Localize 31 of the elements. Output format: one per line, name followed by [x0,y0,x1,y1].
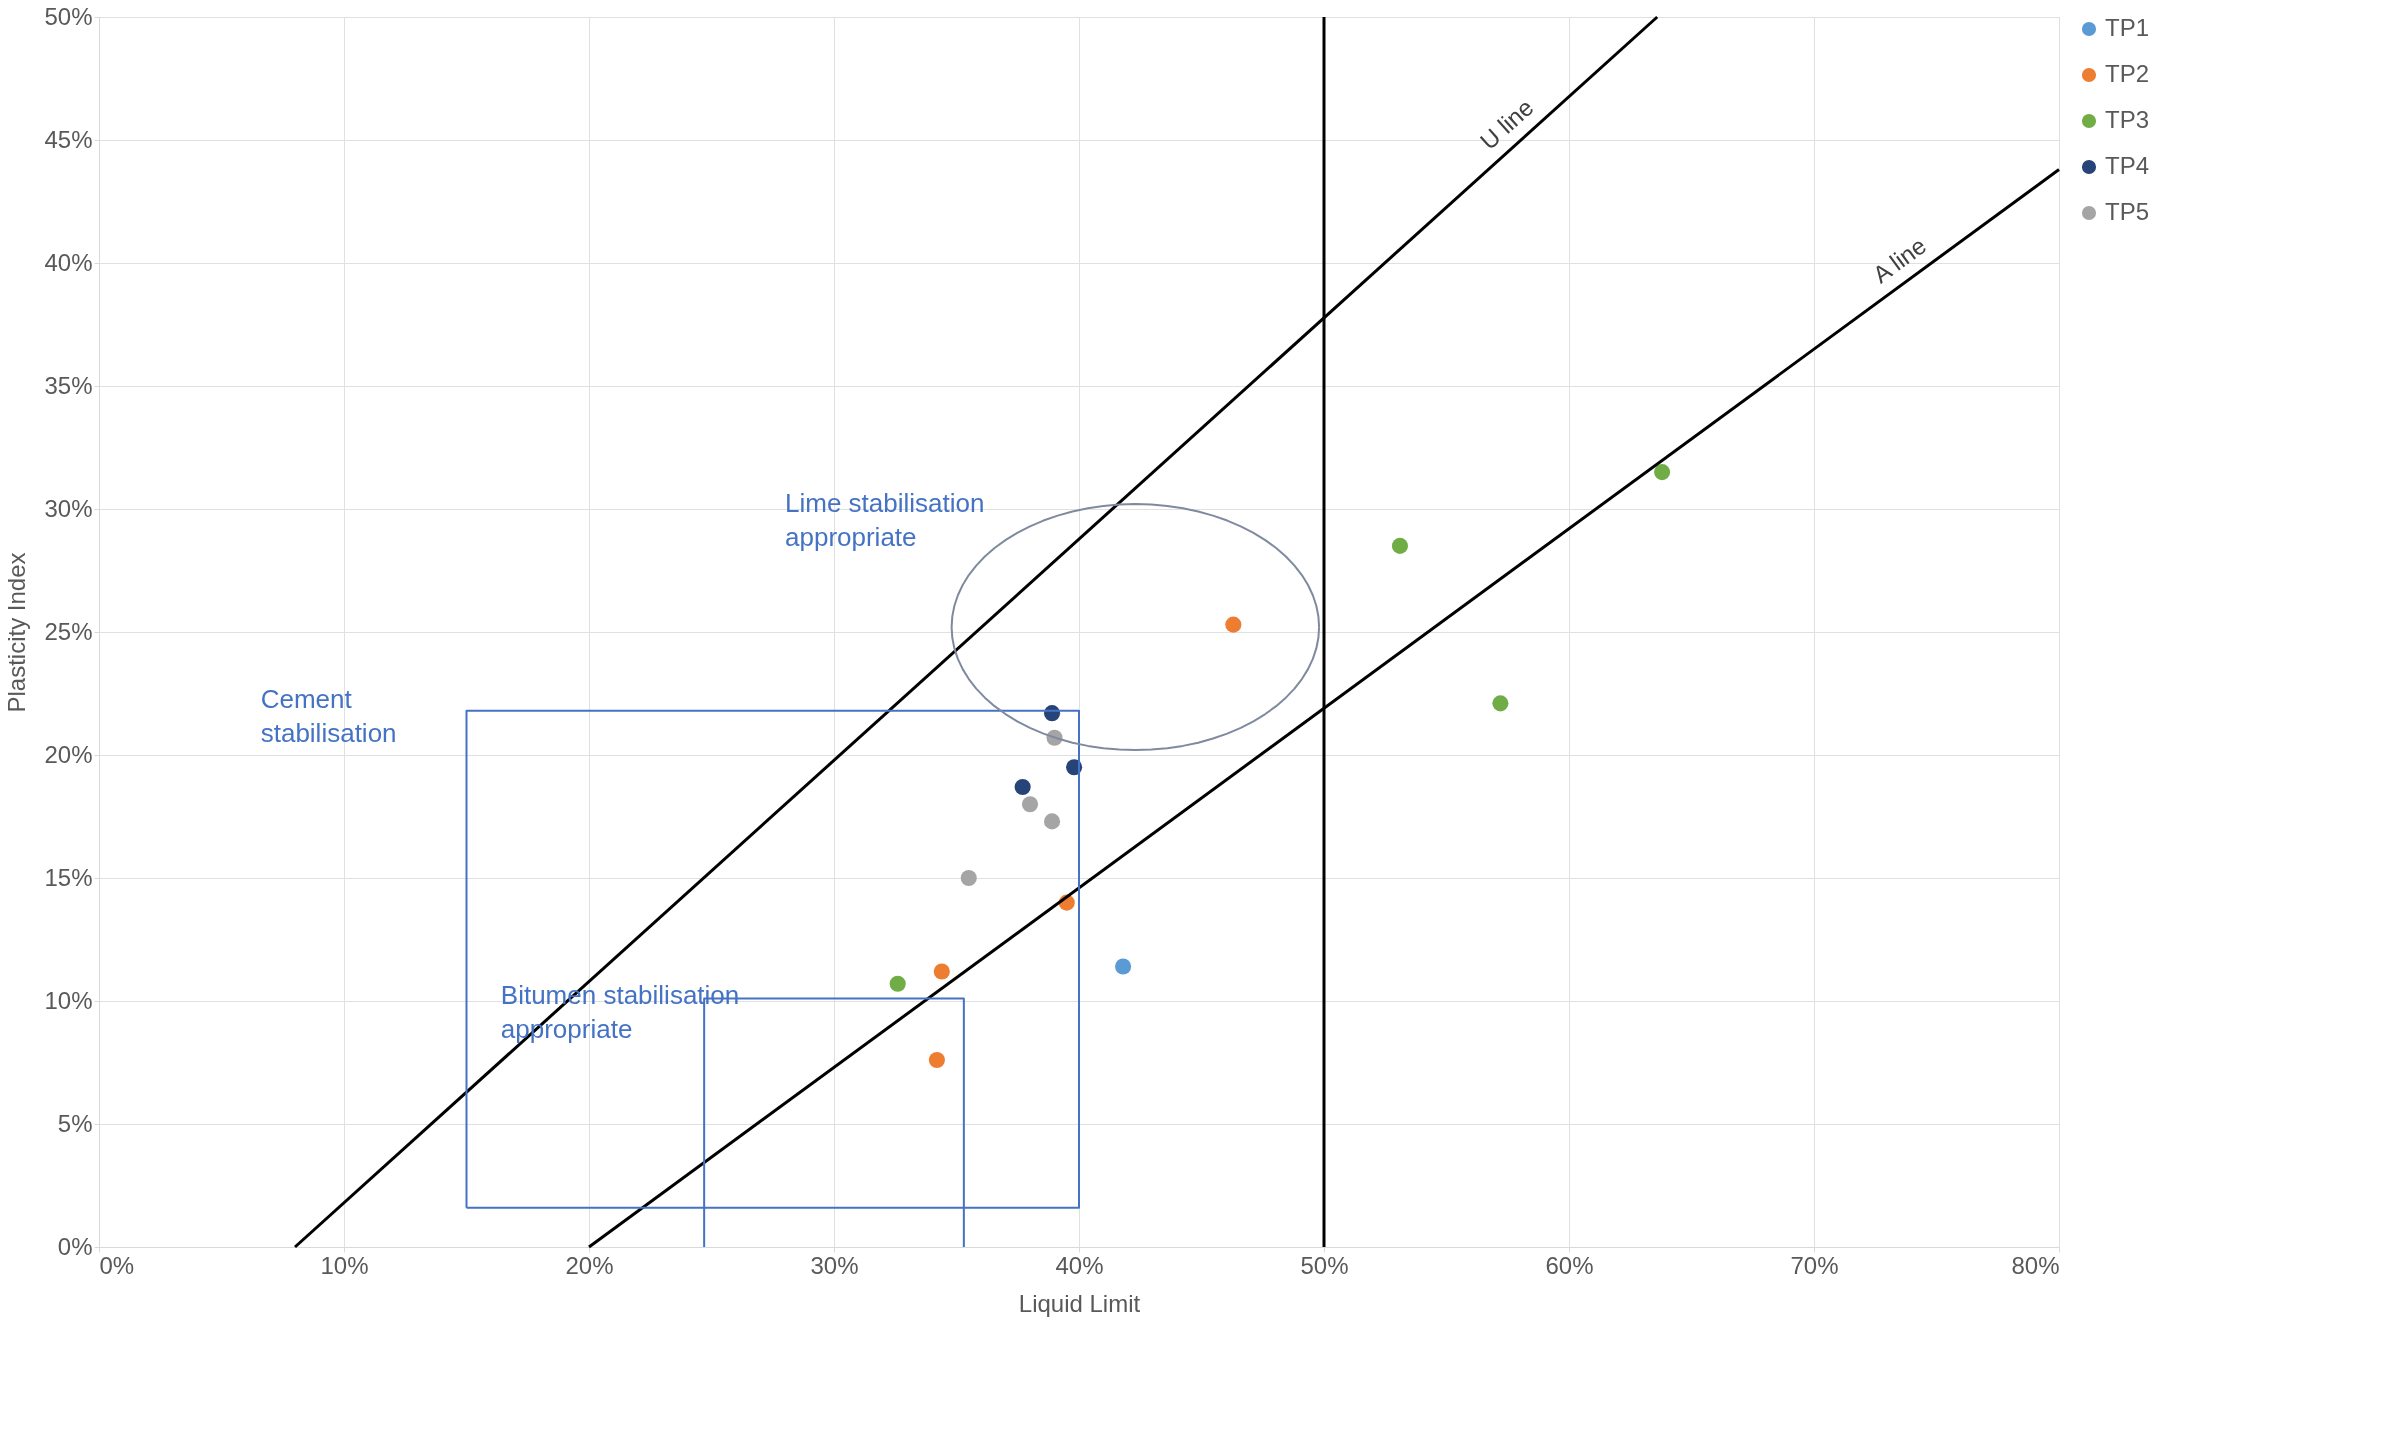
y-tick-label: 20% [44,740,93,768]
y-tick-label: 40% [44,248,93,276]
x-tick-label: 40% [1055,1251,1104,1279]
legend-label: TP4 [2105,152,2150,179]
y-tick-label: 10% [44,986,93,1014]
x-tick-label: 20% [565,1251,614,1279]
x-tick-label: 30% [810,1251,859,1279]
y-axis-title: Plasticity Index [3,552,31,713]
x-tick-label: 60% [1545,1251,1594,1279]
x-tick-label: 0% [99,1251,135,1279]
y-tick-label: 0% [57,1232,93,1260]
x-tick-label: 50% [1300,1251,1349,1279]
x-axis-title: Liquid Limit [1018,1289,1141,1317]
legend-label: TP5 [2105,198,2150,225]
annotation: Lime stabilisation appropriate [785,487,985,552]
legend-label: TP3 [2105,106,2150,133]
text: A line [1867,231,1931,289]
legend-label: TP2 [2105,60,2150,87]
x-tick-label: 10% [320,1251,369,1279]
y-tick-label: 50% [44,2,93,30]
y-tick-label: 15% [44,863,93,891]
x-tick-label: 70% [1790,1251,1839,1279]
y-tick-label: 25% [44,617,93,645]
legend-label: TP1 [2105,14,2150,41]
y-tick-label: 45% [44,125,93,153]
text: U line [1474,93,1539,155]
y-tick-label: 5% [57,1109,93,1137]
x-tick-label: 80% [2011,1251,2060,1279]
y-tick-label: 30% [44,494,93,522]
y-tick-label: 35% [44,371,93,399]
annotation: Cement stabilisation [260,684,397,749]
